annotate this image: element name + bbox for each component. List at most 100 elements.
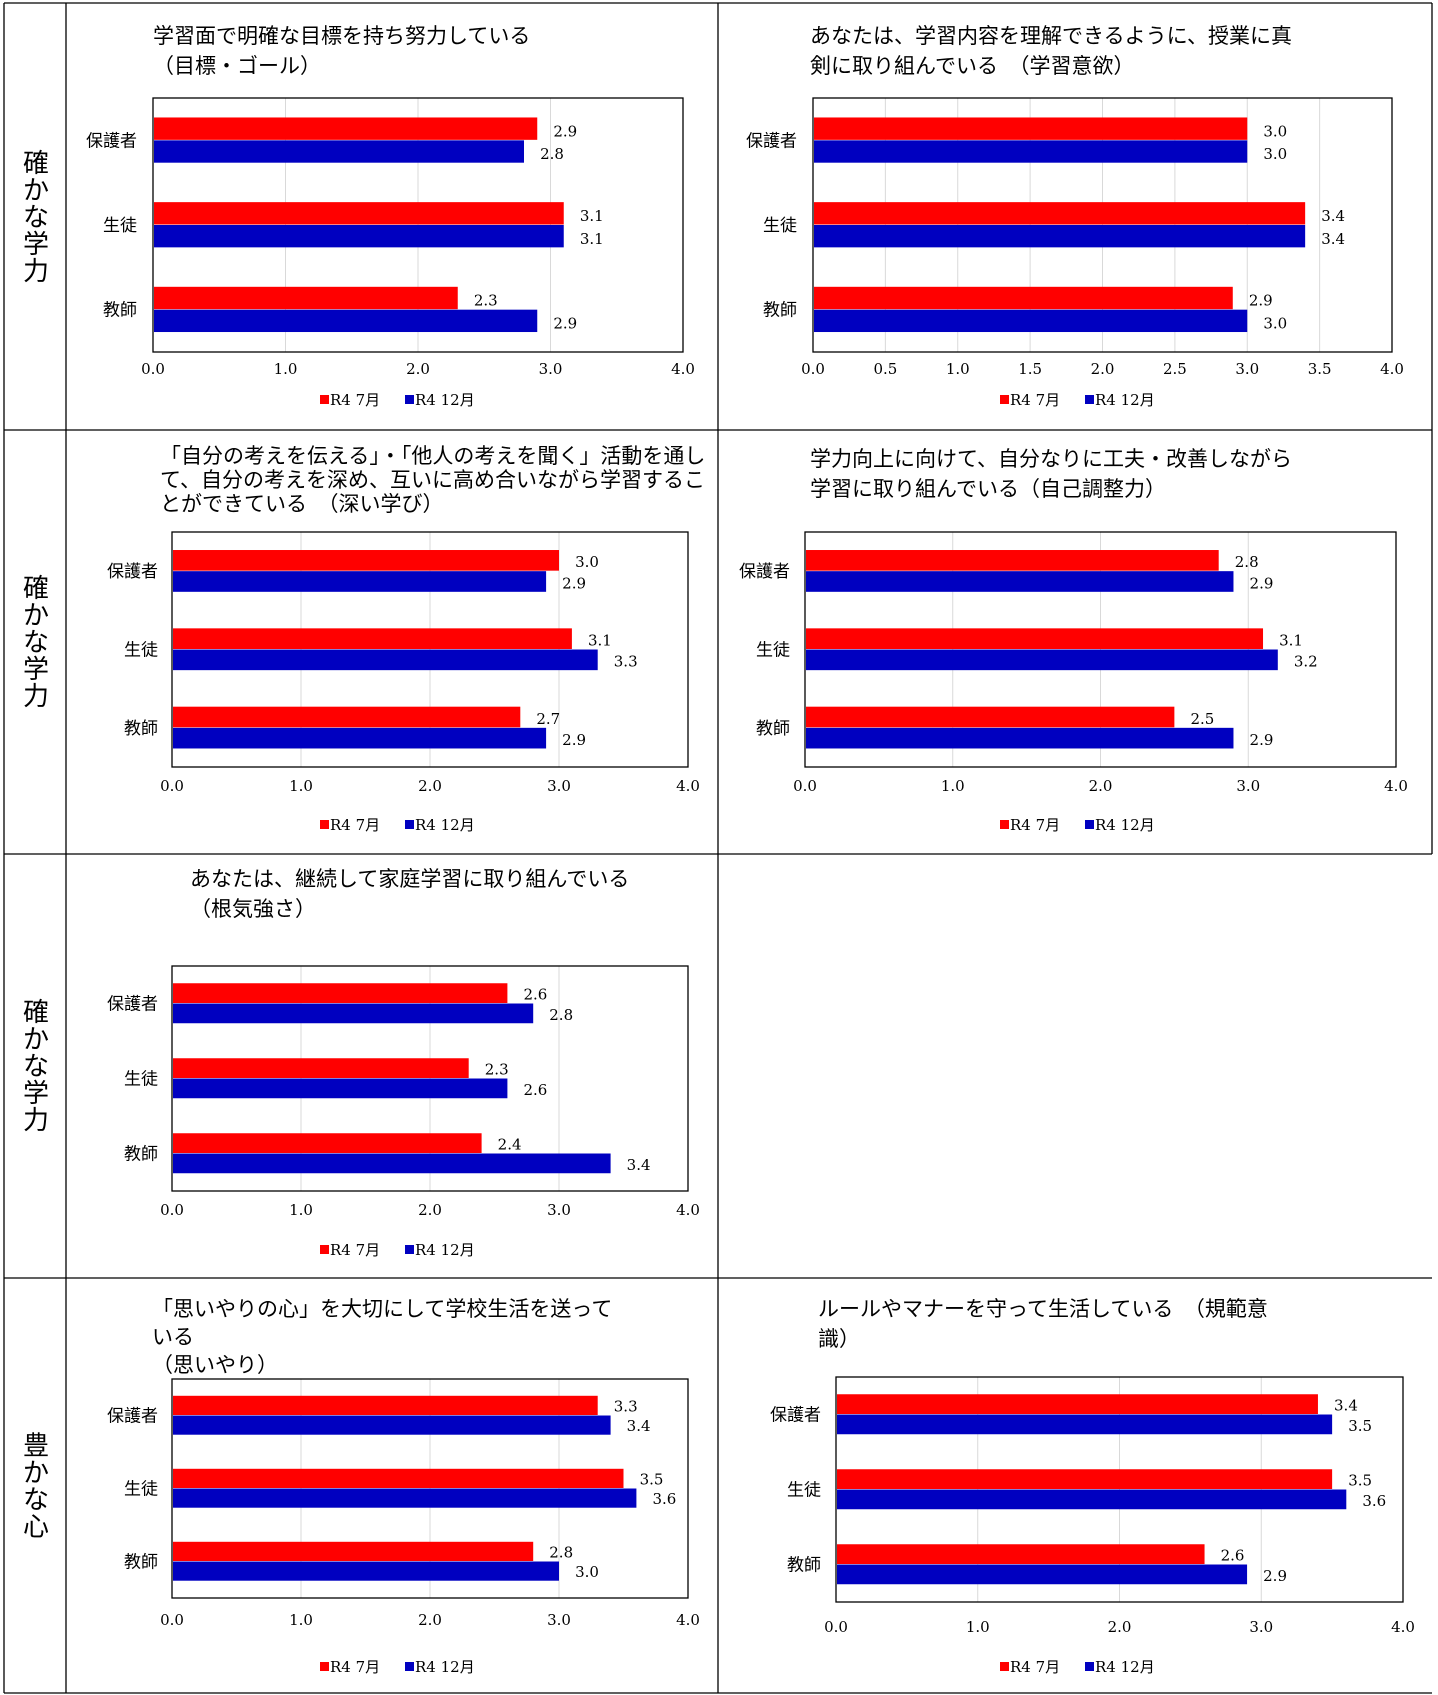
data-label: 3.1 [580,207,604,225]
legend-swatch-series1 [1000,1662,1009,1671]
category-label: 教師 [763,301,797,321]
charts: 学習面で明確な目標を持ち努力している （目標・ゴール） 0.0 1.0 2.0 3.0 4.… [86,24,1415,1676]
data-label: 2.7 [536,710,560,728]
x-tick-label: 0.0 [160,1201,184,1219]
x-tick-label: 4.0 [676,1201,700,1219]
plot-area-border [171,531,689,768]
bar-series2 [173,1415,611,1435]
chart-title-line: あなたは、継続して家庭学習に取り組んでいる [190,867,629,891]
chart-title-line: 学力向上に向けて、自分なりに工夫・改善しながら [810,447,1292,471]
bar-series2 [173,727,547,749]
chart-title: 学力向上に向けて、自分なりに工夫・改善しながら学習に取り組んでいる（自己調整力） [810,447,1292,501]
legend-swatch-series2 [405,1245,414,1254]
x-tick-label: 2.0 [1108,1618,1132,1636]
data-label: 3.2 [1294,653,1318,671]
x-tick-label: 2.0 [418,777,442,795]
bar-series2 [173,1488,637,1508]
legend-swatch-series2 [405,395,414,404]
chart-title-line: 「思いやりの心」を大切にして学校生活を送って [152,1297,612,1321]
chart-title: 「自分の考えを伝える」・「他人の考えを聞く」活動を通して、自分の考えを深め、互い… [160,444,705,516]
x-tick-label: 2.0 [418,1611,442,1629]
x-tick-label: 0.0 [160,1611,184,1629]
x-tick-label: 3.0 [547,1611,571,1629]
table-frame [3,2,1433,1694]
data-label: 3.0 [1263,122,1287,140]
x-tick-label: 0.0 [824,1618,848,1636]
chart-title-line: （目標・ゴール） [153,54,321,78]
chart-title: 学習面で明確な目標を持ち努力している （目標・ゴール） [153,24,530,78]
category-label: 保護者 [107,995,158,1015]
chart-title-line: いる [152,1325,194,1349]
data-label: 2.8 [1235,553,1259,571]
bar-series1 [154,286,458,310]
x-tick-label: 1.0 [966,1618,990,1636]
data-label: 3.4 [627,1156,651,1174]
chart-2: あなたは、学習内容を理解できるように、授業に真剣に取り組んでいる （学習意欲） 0… [746,24,1404,409]
bar-series2 [806,649,1278,671]
x-tick-label: 2.0 [418,1201,442,1219]
x-tick-label: 4.0 [1384,777,1408,795]
bar-series1 [173,1133,482,1153]
x-tick-label: 0.0 [793,777,817,795]
legend-label-series1: R4 7月 [330,1658,380,1676]
bar-series2 [837,1414,1333,1435]
plot-area-border [152,97,684,353]
data-label: 3.3 [614,1398,638,1416]
bar-series1 [173,706,521,728]
data-label: 2.9 [1263,1567,1287,1585]
data-label: 2.4 [498,1136,522,1154]
bar-series2 [154,225,564,248]
bar-series1 [173,1395,598,1415]
x-tick-label: 2.5 [1163,360,1187,378]
chart-title-line: 学習に取り組んでいる（自己調整力） [810,477,1166,501]
legend-swatch-series2 [1085,1662,1094,1671]
data-label: 2.9 [1249,292,1273,310]
legend-swatch-series1 [320,395,329,404]
data-label: 3.5 [1348,1472,1372,1490]
x-tick-label: 3.0 [539,360,563,378]
chart-1: 学習面で明確な目標を持ち努力している （目標・ゴール） 0.0 1.0 2.0 3.0 4.… [86,24,695,409]
data-label: 2.6 [1221,1547,1245,1565]
x-tick-label: 2.0 [406,360,430,378]
legend-label-series1: R4 7月 [1010,1658,1060,1676]
category-label: 生徒 [787,1481,821,1501]
bar-series1 [173,1541,534,1561]
plot-area-border [835,1376,1404,1603]
data-label: 3.4 [1334,1397,1358,1415]
x-tick-label: 3.0 [1235,360,1259,378]
bar-series1 [173,550,559,571]
legend-swatch-series2 [405,1662,414,1671]
x-tick-label: 3.0 [1249,1618,1273,1636]
row-category-label: 確かな学力 [23,574,49,712]
bar-series2 [173,571,547,592]
legend-label-series2: R4 12月 [415,391,475,409]
legend-label-series2: R4 12月 [415,816,475,834]
data-label: 2.8 [549,1006,573,1024]
x-tick-label: 4.0 [671,360,695,378]
legend-label-series1: R4 7月 [330,816,380,834]
bar-series2 [173,1078,508,1099]
x-tick-label: 2.0 [1091,360,1115,378]
legend-label-series2: R4 12月 [415,1658,475,1676]
bar-series2 [154,309,538,333]
x-tick-label: 4.0 [676,777,700,795]
bar-series1 [837,1469,1333,1489]
data-label: 2.9 [1250,574,1274,592]
bar-series1 [837,1394,1318,1414]
bar-series1 [837,1544,1205,1564]
chart-title: あなたは、継続して家庭学習に取り組んでいる （根気強さ） [190,867,629,921]
data-label: 3.1 [1279,632,1303,650]
chart-title-line: 学習面で明確な目標を持ち努力している [153,24,530,48]
category-label: 保護者 [86,131,137,151]
legend-swatch-series1 [320,1662,329,1671]
bar-series2 [837,1564,1248,1585]
plot-area-border [171,965,689,1192]
chart-title-line: （思いやり） [152,1353,278,1377]
legend-swatch-series1 [1000,820,1009,829]
legend: R4 7月 R4 12月 [320,391,475,409]
chart-title-line: とができている （深い学び） [160,492,444,516]
bar-series2 [806,727,1234,749]
bar-series1 [814,202,1306,225]
category-label: 生徒 [763,216,797,236]
